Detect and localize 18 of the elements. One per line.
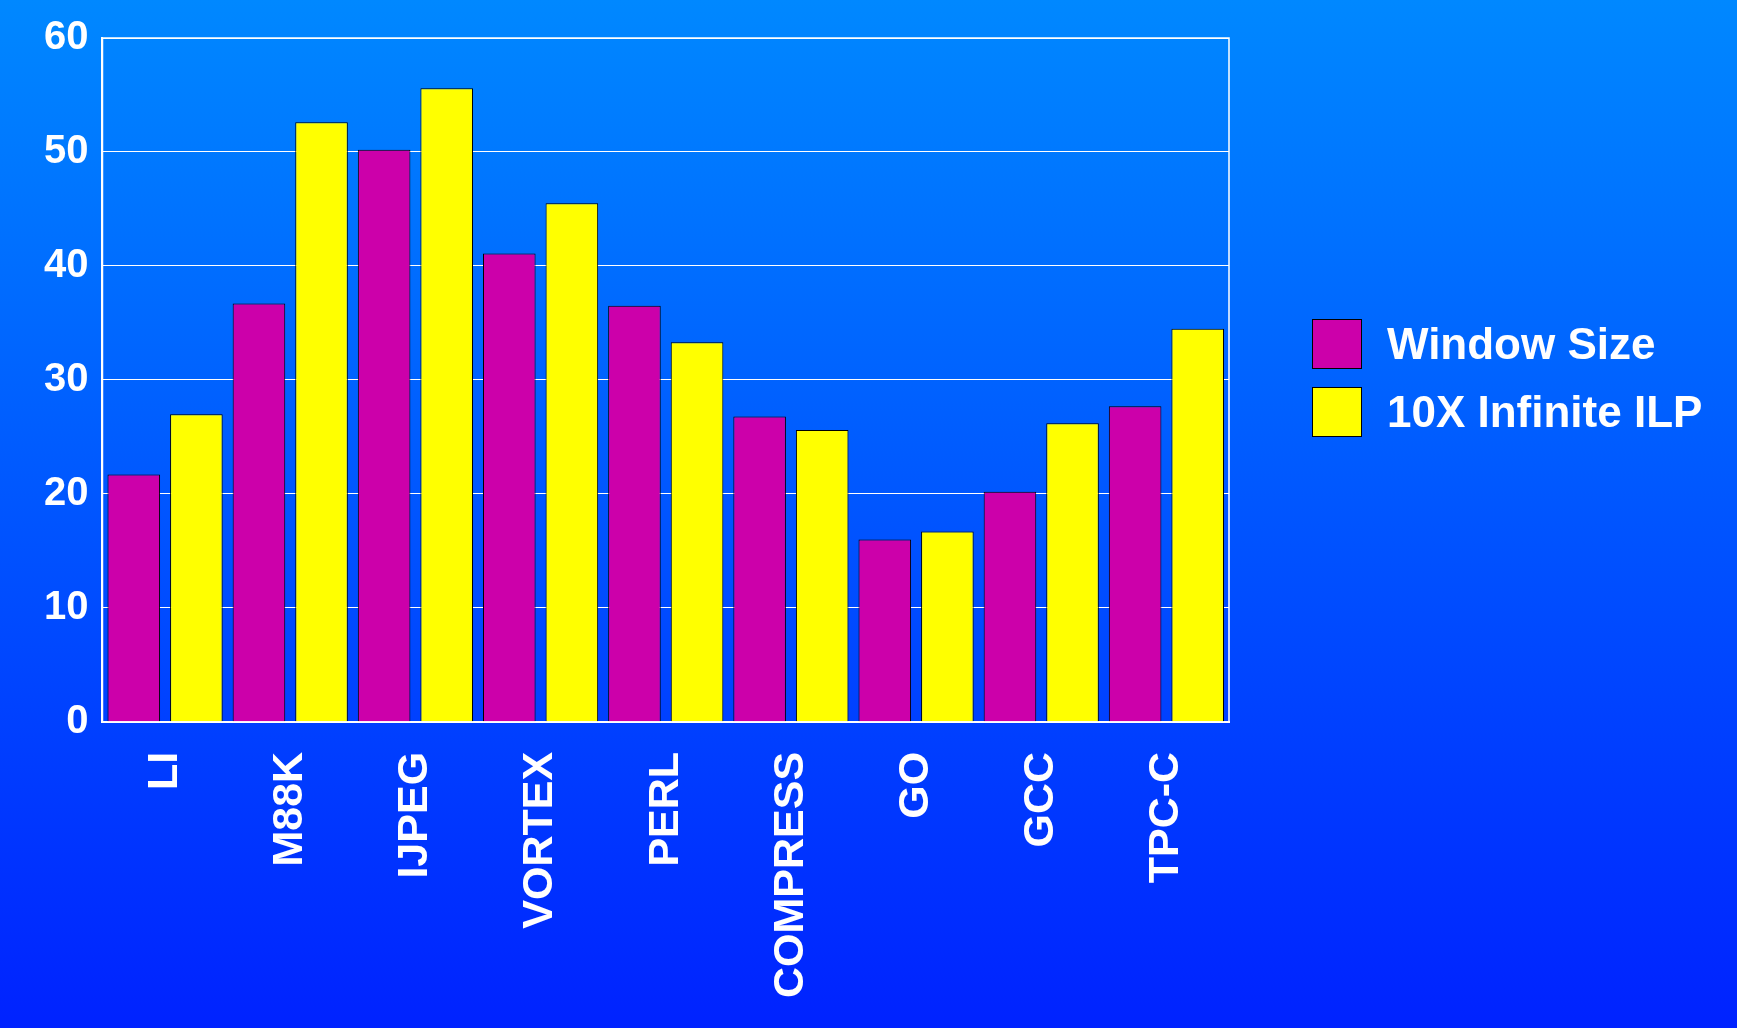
x-tick-label: GCC [1014,751,1063,848]
y-tick-label: 60 [43,13,89,58]
x-tick-label: LI [137,751,186,791]
x-tick-label: GO [888,751,937,819]
x-tick-label: M88K [263,751,312,867]
legend-label: Window Size [1387,319,1656,369]
y-tick-label: 30 [43,354,89,399]
y-tick-label: 10 [43,582,89,627]
legend-label: 10X Infinite ILP [1387,387,1703,437]
y-tick-label: 40 [43,241,89,285]
y-tick-label: 20 [43,468,89,513]
x-tick-label: VORTEX [513,751,562,929]
x-tick-label: IJPEG [388,751,437,879]
y-tick-label: 0 [66,696,89,741]
x-tick-label: COMPRESS [763,751,812,999]
x-tick-label: PERL [638,751,687,867]
y-tick-label: 50 [43,127,89,172]
x-tick-label: TPC-C [1139,751,1188,884]
